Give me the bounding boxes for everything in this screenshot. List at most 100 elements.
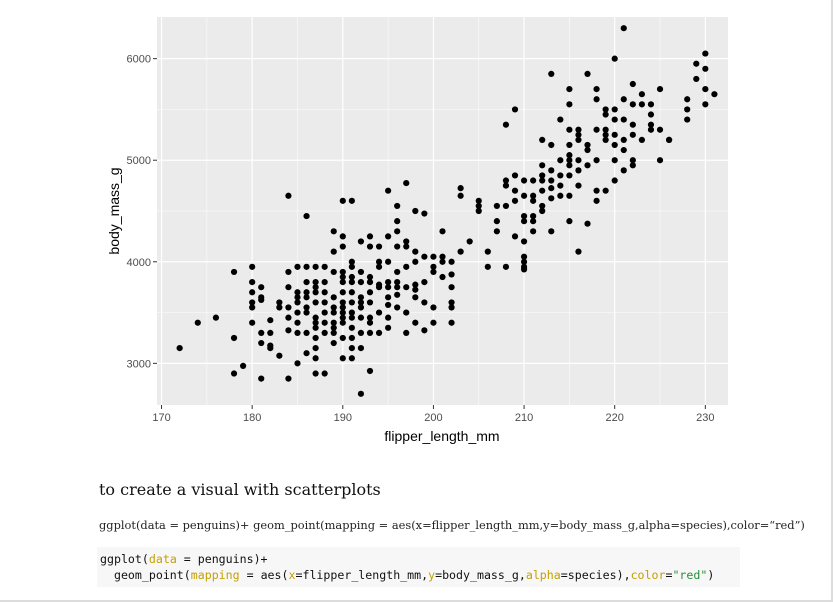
data-point — [366, 243, 374, 250]
data-point — [394, 291, 401, 298]
y-tick-label: 3000 — [127, 358, 151, 370]
data-point — [285, 284, 292, 291]
data-point — [412, 248, 419, 255]
data-point — [702, 101, 709, 108]
data-point — [430, 253, 437, 260]
data-point — [421, 253, 428, 260]
code-text: = — [665, 568, 673, 582]
data-point — [366, 299, 374, 306]
data-point — [684, 116, 691, 123]
code-text: =body_mass_g, — [435, 568, 526, 582]
data-point — [339, 319, 346, 326]
data-point — [394, 268, 401, 276]
data-point — [357, 278, 365, 286]
data-point — [539, 172, 546, 179]
data-point — [693, 75, 700, 83]
data-point — [303, 263, 310, 270]
data-point — [339, 273, 346, 281]
data-point — [711, 91, 718, 98]
data-point — [385, 284, 392, 291]
code-text: ) — [707, 568, 715, 582]
data-point — [258, 329, 265, 336]
data-point — [294, 319, 301, 326]
data-point — [638, 101, 645, 108]
data-point — [602, 187, 609, 194]
data-point — [493, 228, 500, 235]
y-tick-label: 5000 — [127, 155, 151, 167]
data-point — [475, 202, 482, 210]
data-point — [611, 141, 618, 149]
data-point — [321, 329, 328, 336]
data-point — [339, 197, 346, 204]
data-point — [230, 370, 238, 377]
data-point — [194, 319, 201, 326]
data-point — [530, 192, 537, 199]
y-axis-label: body_mass_g — [106, 167, 122, 254]
data-point — [385, 258, 392, 265]
data-point — [403, 329, 410, 336]
data-point — [375, 284, 383, 291]
data-point — [530, 212, 537, 220]
data-point — [348, 345, 355, 352]
data-point — [520, 266, 528, 273]
y-tick-label: 4000 — [127, 257, 151, 269]
x-tick-label: 210 — [515, 412, 533, 424]
data-point — [276, 352, 283, 359]
data-point — [348, 197, 355, 204]
data-point — [366, 314, 374, 321]
data-point — [421, 210, 428, 217]
data-point — [330, 294, 337, 301]
data-point — [520, 212, 528, 220]
data-point — [611, 131, 618, 138]
data-point — [375, 329, 383, 336]
data-point — [312, 345, 319, 352]
axis-ticks: 170 180 190 200 210 220 230 3000 4000 5000 6000 — [127, 54, 715, 424]
data-point — [339, 289, 346, 296]
data-point — [575, 248, 582, 255]
code-string: "red" — [672, 568, 708, 582]
data-point — [611, 157, 618, 164]
data-point — [294, 309, 301, 316]
data-point — [321, 263, 328, 270]
data-point — [357, 294, 365, 301]
data-point — [702, 86, 709, 93]
data-point — [348, 324, 355, 331]
data-point — [285, 268, 292, 276]
data-point — [276, 299, 283, 306]
data-point — [366, 233, 374, 240]
data-point — [430, 263, 437, 270]
data-point — [366, 273, 374, 281]
data-point — [647, 111, 655, 118]
data-point — [647, 101, 655, 108]
data-point — [375, 263, 383, 270]
data-point — [375, 243, 383, 250]
data-point — [249, 289, 256, 296]
code-arg: mapping — [190, 568, 240, 582]
data-point — [394, 284, 401, 291]
data-point — [520, 238, 528, 245]
data-point — [629, 121, 636, 128]
data-point — [575, 182, 582, 189]
code-arg: x — [288, 568, 296, 582]
data-point — [493, 202, 500, 210]
code-block: ggplot(data = penguins)+ geom_point(mapp… — [97, 547, 740, 587]
data-point — [321, 278, 328, 286]
data-point — [539, 177, 546, 184]
data-point — [620, 136, 627, 144]
data-point — [656, 86, 664, 93]
data-point — [412, 294, 419, 301]
data-point — [321, 289, 328, 296]
data-point — [602, 126, 609, 133]
code-text: =species), — [560, 568, 631, 582]
data-point — [366, 319, 374, 326]
data-point — [366, 278, 374, 286]
data-point — [267, 317, 274, 324]
data-point — [611, 55, 618, 62]
data-point — [620, 96, 627, 103]
code-arg: color — [630, 568, 666, 582]
major-gridlines — [157, 17, 728, 405]
data-point — [511, 106, 519, 113]
data-point — [394, 243, 401, 250]
y-tick-label: 6000 — [127, 54, 151, 66]
data-point — [548, 141, 555, 149]
